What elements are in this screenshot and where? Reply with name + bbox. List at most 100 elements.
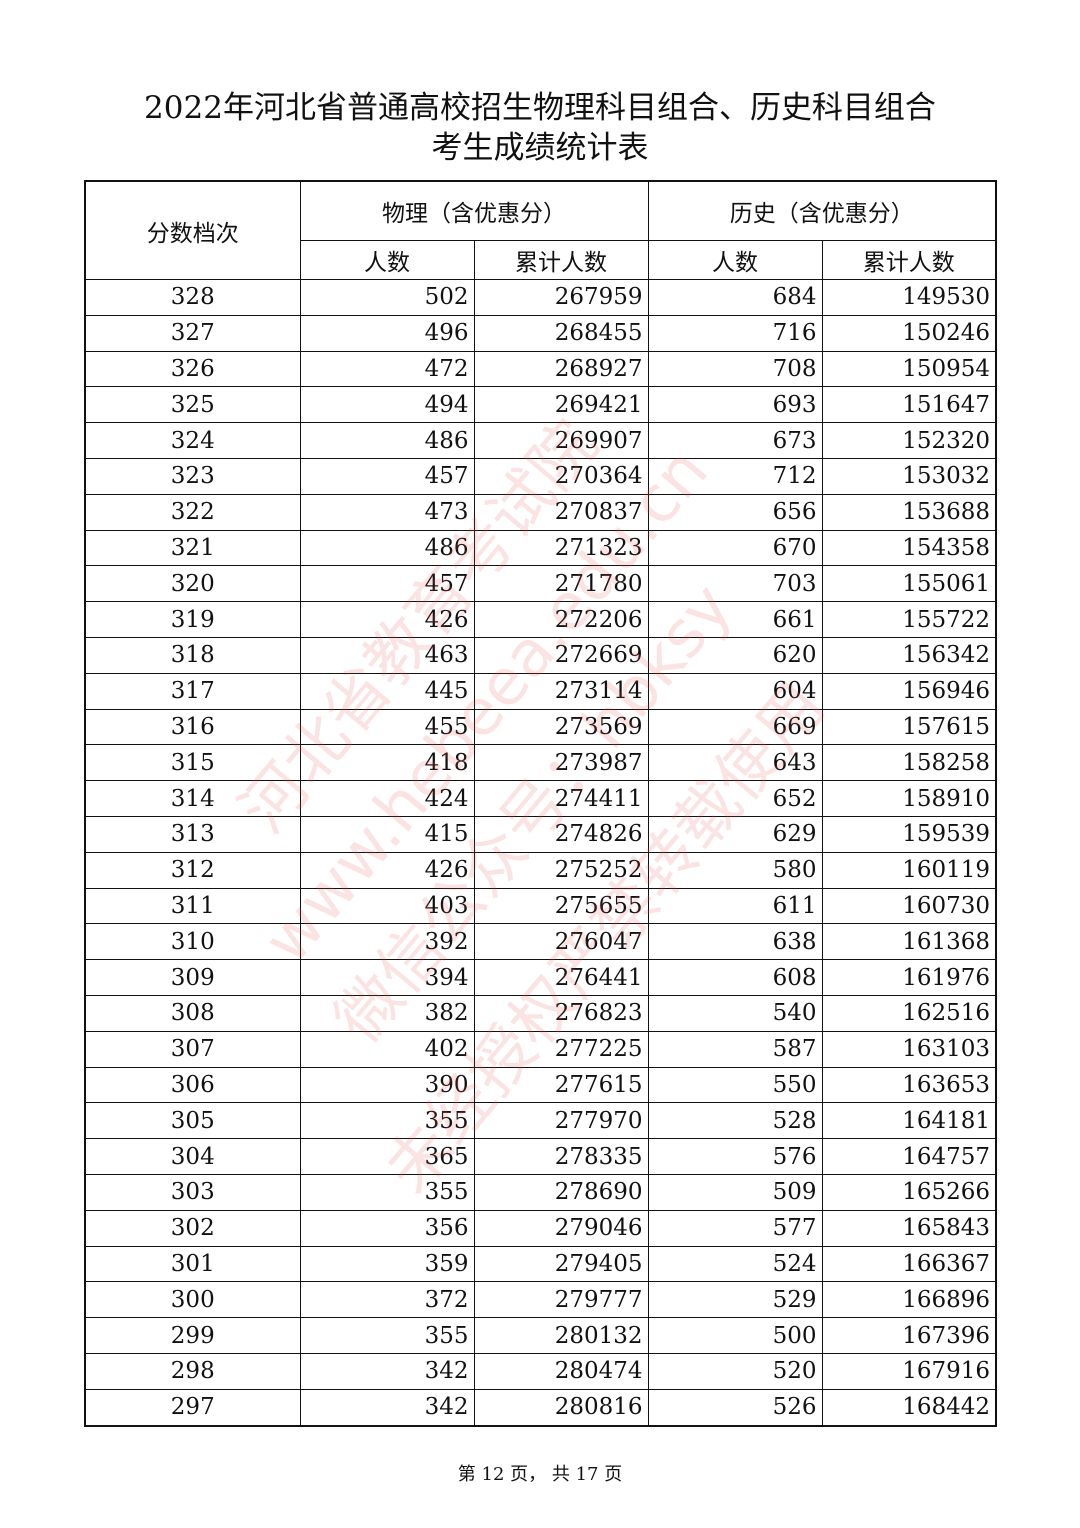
cell-physics-cumulative: 269421	[473, 386, 649, 424]
header-physics: 物理（含优惠分）	[299, 180, 649, 241]
cell-physics-cumulative: 272206	[473, 601, 649, 638]
cell-history-count: 580	[647, 851, 823, 889]
header-history: 历史（含优惠分）	[647, 180, 997, 241]
cell-history-cumulative: 160730	[821, 887, 997, 925]
table-row: 320 457 271780 703 155061	[84, 565, 997, 603]
table-row: 304 365 278335 576 164757	[84, 1138, 997, 1175]
table-row: 310 392 276047 638 161368	[84, 923, 997, 961]
cell-physics-count: 342	[299, 1388, 475, 1427]
cell-history-count: 712	[647, 457, 823, 495]
cell-history-count: 673	[647, 422, 823, 459]
cell-physics-count: 424	[299, 780, 475, 817]
table-row: 327 496 268455 716 150246	[84, 314, 997, 352]
cell-score: 318	[84, 636, 301, 674]
table-row: 303 355 278690 509 165266	[84, 1173, 997, 1211]
table-row: 311 403 275655 611 160730	[84, 887, 997, 925]
table-row: 301 359 279405 524 166367	[84, 1245, 997, 1283]
cell-score: 320	[84, 565, 301, 603]
cell-score: 307	[84, 1030, 301, 1068]
cell-score: 315	[84, 744, 301, 782]
table-row: 326 472 268927 708 150954	[84, 350, 997, 388]
cell-score: 310	[84, 923, 301, 961]
cell-history-cumulative: 157615	[821, 708, 997, 746]
cell-history-count: 656	[647, 493, 823, 531]
cell-physics-cumulative: 273569	[473, 708, 649, 746]
cell-physics-cumulative: 276441	[473, 959, 649, 996]
cell-history-cumulative: 166896	[821, 1281, 997, 1319]
cell-physics-cumulative: 272669	[473, 636, 649, 674]
cell-physics-count: 402	[299, 1030, 475, 1068]
cell-history-cumulative: 167396	[821, 1317, 997, 1354]
cell-history-cumulative: 158910	[821, 780, 997, 817]
cell-physics-count: 426	[299, 851, 475, 889]
cell-score: 297	[84, 1388, 301, 1427]
cell-score: 325	[84, 386, 301, 424]
header-physics-count: 人数	[299, 240, 475, 280]
cell-history-cumulative: 153688	[821, 493, 997, 531]
table-row: 317 445 273114 604 156946	[84, 672, 997, 710]
table-row: 298 342 280474 520 167916	[84, 1352, 997, 1390]
table-row: 309 394 276441 608 161976	[84, 959, 997, 996]
cell-physics-cumulative: 269907	[473, 422, 649, 459]
cell-physics-count: 355	[299, 1102, 475, 1140]
cell-physics-count: 392	[299, 923, 475, 961]
cell-physics-count: 457	[299, 565, 475, 603]
cell-history-cumulative: 166367	[821, 1245, 997, 1283]
cell-physics-count: 359	[299, 1245, 475, 1283]
table-row: 313 415 274826 629 159539	[84, 815, 997, 853]
cell-physics-cumulative: 277225	[473, 1030, 649, 1068]
cell-history-count: 638	[647, 923, 823, 961]
table-row: 305 355 277970 528 164181	[84, 1102, 997, 1140]
cell-physics-cumulative: 278335	[473, 1138, 649, 1175]
cell-history-count: 528	[647, 1102, 823, 1140]
cell-history-count: 509	[647, 1173, 823, 1211]
cell-score: 308	[84, 994, 301, 1032]
table-row: 321 486 271323 670 154358	[84, 529, 997, 567]
cell-history-cumulative: 158258	[821, 744, 997, 782]
cell-score: 319	[84, 601, 301, 638]
cell-history-count: 526	[647, 1388, 823, 1427]
cell-history-count: 670	[647, 529, 823, 567]
cell-history-cumulative: 153032	[821, 457, 997, 495]
table-row: 312 426 275252 580 160119	[84, 851, 997, 889]
cell-physics-cumulative: 280132	[473, 1317, 649, 1354]
cell-score: 312	[84, 851, 301, 889]
cell-score: 299	[84, 1317, 301, 1354]
cell-score: 321	[84, 529, 301, 567]
header-history-count: 人数	[647, 240, 823, 280]
cell-physics-cumulative: 275252	[473, 851, 649, 889]
cell-history-count: 684	[647, 279, 823, 316]
table-row: 319 426 272206 661 155722	[84, 601, 997, 638]
table-row: 318 463 272669 620 156342	[84, 636, 997, 674]
cell-history-count: 500	[647, 1317, 823, 1354]
cell-history-count: 524	[647, 1245, 823, 1283]
cell-physics-count: 494	[299, 386, 475, 424]
cell-score: 328	[84, 279, 301, 316]
cell-physics-cumulative: 279046	[473, 1209, 649, 1247]
score-statistics-table: 分数档次 物理（含优惠分） 历史（含优惠分） 人数 累计人数 人数 累计人数 3…	[84, 180, 997, 1427]
cell-physics-count: 390	[299, 1066, 475, 1104]
cell-history-cumulative: 154358	[821, 529, 997, 567]
table-row: 325 494 269421 693 151647	[84, 386, 997, 424]
cell-history-count: 703	[647, 565, 823, 603]
cell-history-count: 716	[647, 314, 823, 352]
table-row: 297 342 280816 526 168442	[84, 1388, 997, 1427]
cell-history-count: 608	[647, 959, 823, 996]
table-row: 324 486 269907 673 152320	[84, 422, 997, 459]
cell-history-cumulative: 163103	[821, 1030, 997, 1068]
cell-physics-count: 355	[299, 1173, 475, 1211]
table-row: 323 457 270364 712 153032	[84, 457, 997, 495]
cell-physics-cumulative: 279777	[473, 1281, 649, 1319]
table-row: 307 402 277225 587 163103	[84, 1030, 997, 1068]
cell-score: 311	[84, 887, 301, 925]
cell-physics-count: 445	[299, 672, 475, 710]
cell-score: 327	[84, 314, 301, 352]
cell-physics-count: 473	[299, 493, 475, 531]
cell-history-cumulative: 160119	[821, 851, 997, 889]
cell-history-cumulative: 165266	[821, 1173, 997, 1211]
cell-history-count: 629	[647, 815, 823, 853]
cell-history-count: 643	[647, 744, 823, 782]
cell-history-count: 661	[647, 601, 823, 638]
cell-history-cumulative: 150954	[821, 350, 997, 388]
cell-physics-cumulative: 279405	[473, 1245, 649, 1283]
